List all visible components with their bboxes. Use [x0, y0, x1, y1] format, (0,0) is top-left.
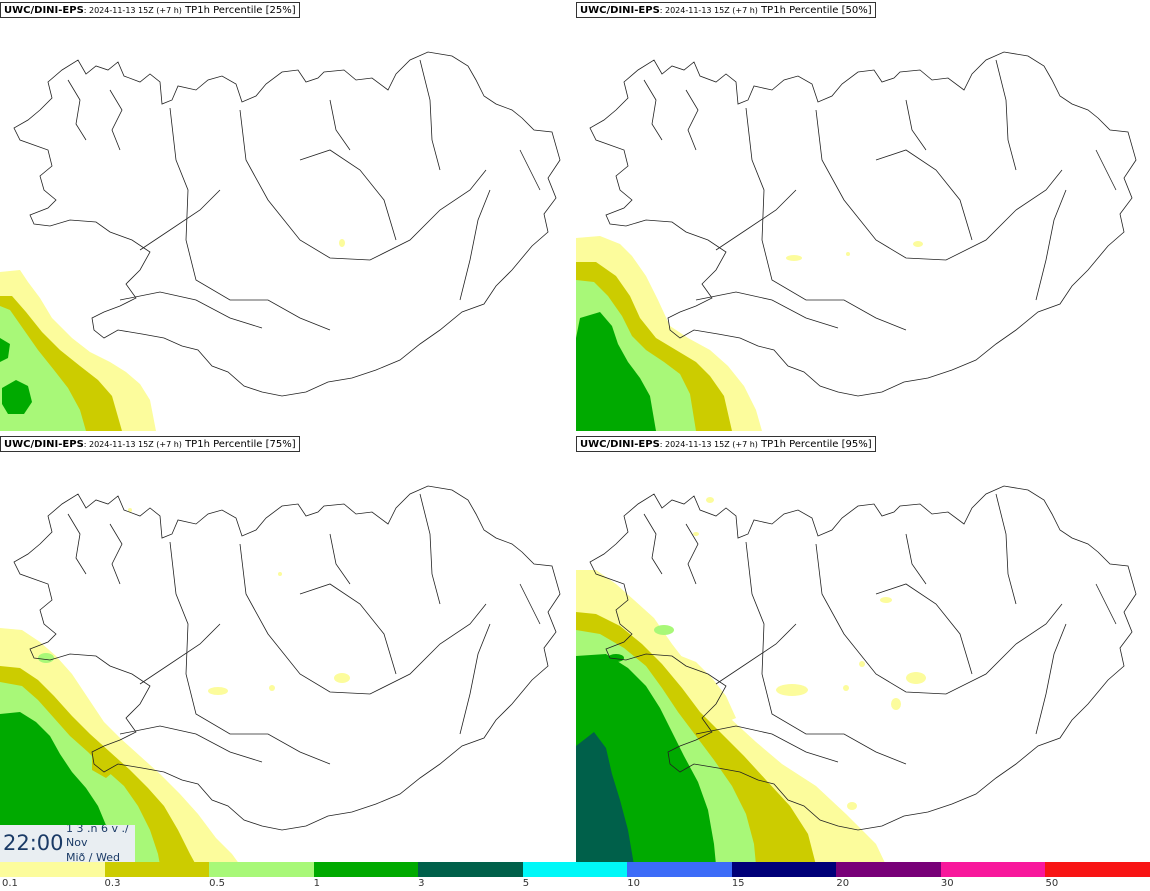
precip-map-p75 [0, 485, 561, 865]
model-name: UWC/DINI-EPS [4, 439, 84, 450]
valid-date-month: Nov [66, 836, 88, 849]
coastline [13, 485, 561, 831]
legend-tick-label: 0.3 [104, 878, 121, 889]
legend-swatch [522, 862, 628, 877]
valid-date-weekday: Mið / Wed [66, 851, 120, 863]
legend-swatch [209, 862, 314, 877]
legend-tick-label: 30 [940, 878, 954, 889]
legend-tick-label: 0.5 [209, 878, 225, 889]
color-legend: 0.1 0.3 0.5 1 3 5 10 15 20 30 50 [0, 862, 1150, 891]
field-label: TP1h Percentile [25%] [181, 5, 296, 16]
legend-tick-label: 20 [836, 878, 850, 889]
run-info: : 2024-11-13 15Z (+7 h) [659, 440, 758, 449]
legend-swatch [627, 862, 732, 877]
field-label: TP1h Percentile [95%] [757, 439, 872, 450]
map-panel-p50: UWC/DINI-EPS: 2024-11-13 15Z (+7 h) TP1h… [576, 0, 1150, 431]
model-name: UWC/DINI-EPS [580, 439, 660, 450]
legend-tick-label: 1 [313, 878, 320, 889]
coastline [589, 485, 1137, 831]
legend-tick-label: 15 [731, 878, 745, 889]
map-panel-p95: UWC/DINI-EPS: 2024-11-13 15Z (+7 h) TP1h… [576, 434, 1150, 865]
panel-title: UWC/DINI-EPS: 2024-11-13 15Z (+7 h) TP1h… [0, 2, 300, 18]
legend-color-bar [0, 862, 1150, 877]
legend-swatch [1045, 862, 1150, 877]
map-panel-p25: UWC/DINI-EPS: 2024-11-13 15Z (+7 h) TP1h… [0, 0, 575, 431]
panel-title: UWC/DINI-EPS: 2024-11-13 15Z (+7 h) TP1h… [576, 2, 876, 18]
legend-tick-label: 0.1 [2, 878, 18, 889]
valid-time-clock: 22:00 [3, 831, 64, 855]
run-info: : 2024-11-13 15Z (+7 h) [83, 6, 182, 15]
legend-swatch [313, 862, 419, 877]
panel-title: UWC/DINI-EPS: 2024-11-13 15Z (+7 h) TP1h… [576, 436, 876, 452]
legend-tick-label: 10 [627, 878, 640, 889]
panel-separator-horizontal [0, 431, 1150, 434]
field-label: TP1h Percentile [75%] [181, 439, 296, 450]
precip-map-p95 [576, 485, 1137, 865]
run-info: : 2024-11-13 15Z (+7 h) [659, 6, 758, 15]
legend-tick-label: 5 [522, 878, 530, 889]
legend-swatch [418, 862, 523, 877]
legend-swatch [104, 862, 210, 877]
run-info: : 2024-11-13 15Z (+7 h) [83, 440, 182, 449]
map-panel-p75: UWC/DINI-EPS: 2024-11-13 15Z (+7 h) TP1h… [0, 434, 575, 865]
legend-swatch [836, 862, 941, 877]
model-name: UWC/DINI-EPS [580, 5, 660, 16]
model-name: UWC/DINI-EPS [4, 5, 84, 16]
legend-tick-label: 3 [418, 878, 425, 889]
panel-title: UWC/DINI-EPS: 2024-11-13 15Z (+7 h) TP1h… [0, 436, 300, 452]
coastline [589, 51, 1137, 397]
legend-swatch [731, 862, 837, 877]
precip-map-p50 [576, 51, 1137, 431]
precip-map-p25 [0, 51, 561, 431]
legend-swatch [940, 862, 1046, 877]
legend-swatch [0, 862, 105, 877]
valid-time-box: 22:00 1 3 .n 6 v ./ Nov Mið / Wed [0, 825, 135, 862]
legend-tick-label: 50 [1045, 878, 1059, 889]
valid-date-line-1: 1 3 .n 6 v ./ [66, 825, 129, 835]
field-label: TP1h Percentile [50%] [757, 5, 872, 16]
coastline [13, 51, 561, 397]
